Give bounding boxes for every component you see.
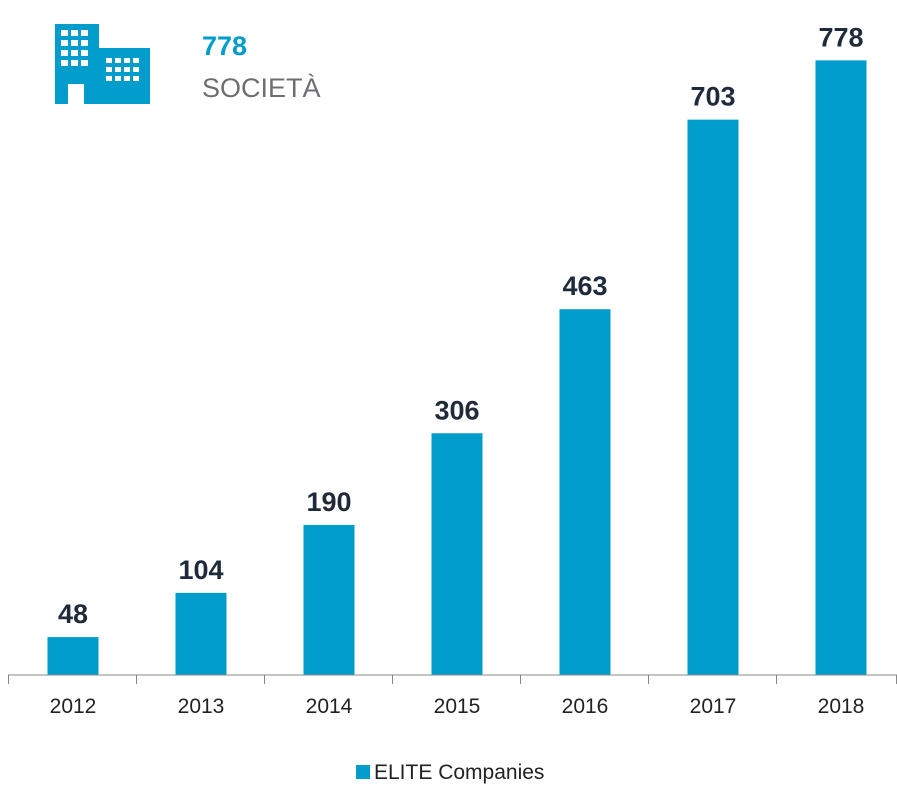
x-tick-label: 2018 bbox=[818, 695, 865, 718]
bar bbox=[431, 433, 483, 675]
legend-swatch bbox=[356, 765, 370, 779]
value-label: 48 bbox=[58, 599, 88, 629]
value-label: 104 bbox=[178, 555, 223, 585]
buildings-icon bbox=[55, 24, 150, 104]
bar bbox=[815, 60, 867, 675]
value-label: 463 bbox=[562, 271, 607, 301]
bar bbox=[559, 309, 611, 675]
x-tick-label: 2016 bbox=[562, 695, 609, 718]
value-label: 190 bbox=[306, 487, 351, 517]
value-label: 306 bbox=[434, 395, 479, 425]
x-tick-label: 2015 bbox=[434, 695, 481, 718]
x-tick-label: 2017 bbox=[690, 695, 737, 718]
header-value: 778 bbox=[202, 31, 247, 61]
header-label: SOCIETÀ bbox=[202, 73, 321, 103]
x-tick-label: 2012 bbox=[50, 695, 97, 718]
bar bbox=[303, 524, 355, 675]
x-tick-label: 2013 bbox=[178, 695, 225, 718]
bar bbox=[175, 592, 227, 675]
bar bbox=[687, 119, 739, 675]
bar bbox=[47, 637, 99, 675]
value-label: 778 bbox=[818, 22, 863, 52]
x-tick-label: 2014 bbox=[306, 695, 353, 718]
legend-label: ELITE Companies bbox=[374, 761, 544, 784]
value-label: 703 bbox=[690, 82, 735, 112]
